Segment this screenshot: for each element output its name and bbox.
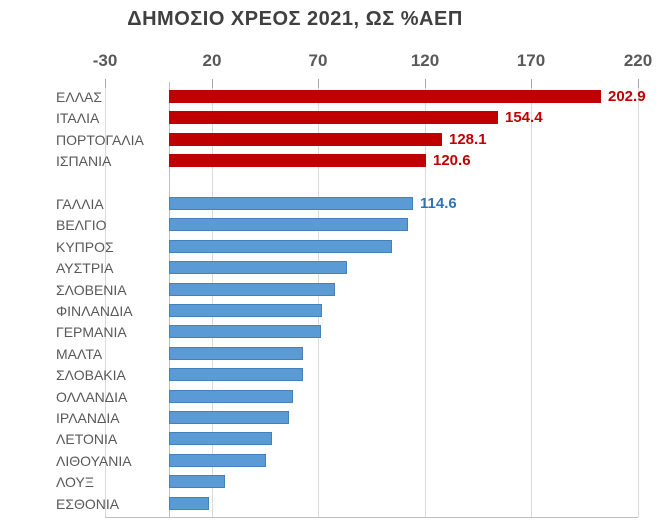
category-label: ΒΕΛΓΙΟ: [56, 216, 107, 233]
bar: [169, 475, 225, 488]
bottom-axis-line: [105, 517, 638, 518]
gridline: [638, 82, 639, 517]
axis-tick-mark: [638, 79, 639, 88]
axis-tick-mark: [105, 79, 106, 88]
axis-tick-mark: [212, 79, 213, 88]
bar: [169, 368, 303, 381]
value-label: 202.9: [608, 87, 646, 105]
bar: [169, 240, 392, 253]
bar: [169, 261, 347, 274]
category-label: ΚΥΠΡΟΣ: [56, 238, 114, 255]
bar: [169, 154, 426, 167]
bar: [169, 90, 601, 103]
category-label: ΦΙΝΛΑΝΔΙΑ: [56, 302, 133, 319]
bar: [169, 133, 442, 146]
x-axis-tick-label: 120: [410, 51, 440, 70]
x-axis-tick-label: 70: [308, 51, 328, 70]
bar: [169, 411, 289, 424]
bar: [169, 283, 335, 296]
category-axis-line: [169, 82, 170, 517]
category-label: ΛΙΘΟΥΑΝΙΑ: [56, 452, 132, 469]
bar: [169, 432, 272, 445]
value-label: 128.1: [449, 130, 487, 148]
value-label: 120.6: [433, 151, 471, 169]
category-label: ΑΥΣΤΡΙΑ: [56, 259, 114, 276]
bar: [169, 325, 321, 338]
category-label: ΓΑΛΛΙΑ: [56, 195, 104, 212]
bar: [169, 218, 408, 231]
gridline: [425, 82, 426, 517]
axis-tick-mark: [425, 79, 426, 88]
bar: [169, 347, 303, 360]
x-axis-tick-label: 170: [516, 51, 546, 70]
category-label: ΛΕΤΟΝΙΑ: [56, 430, 118, 447]
value-label: 154.4: [505, 108, 543, 126]
gridline: [212, 82, 213, 517]
bar: [169, 390, 293, 403]
category-label: ΠΟΡΤΟΓΑΛΙΑ: [56, 131, 144, 148]
bar: [169, 497, 209, 510]
category-label: ΙΤΑΛΙΑ: [56, 109, 100, 126]
category-label: ΜΑΛΤΑ: [56, 345, 103, 362]
axis-tick-mark: [531, 79, 532, 88]
category-label: ΛΟΥΞ: [56, 473, 94, 490]
category-label: ΕΣΘΟΝΙΑ: [56, 495, 120, 512]
category-label: ΕΛΛΑΣ: [56, 88, 103, 105]
category-label: ΟΛΛΑΝΔΙΑ: [56, 388, 128, 405]
x-axis-tick-label: 20: [202, 51, 222, 70]
x-axis-tick-label: -30: [92, 51, 118, 70]
category-label: ΙΣΠΑΝΙΑ: [56, 152, 112, 169]
bar: [169, 454, 266, 467]
category-label: ΣΛΟΒΑΚΙΑ: [56, 366, 126, 383]
gridline: [531, 82, 532, 517]
category-label: ΣΛΟΒΕΝΙΑ: [56, 281, 127, 298]
category-label: ΓΕΡΜΑΝΙΑ: [56, 323, 127, 340]
bar: [169, 197, 413, 210]
x-axis-tick-label: 220: [623, 51, 653, 70]
gridline: [318, 82, 319, 517]
axis-tick-mark: [318, 79, 319, 88]
bar: [169, 304, 322, 317]
bar: [169, 111, 498, 124]
category-label: ΙΡΛΑΝΔΙΑ: [56, 409, 120, 426]
value-label: 114.6: [420, 194, 457, 212]
gridline: [105, 82, 106, 517]
chart-title: ΔΗΜΟΣΙΟ ΧΡΕΟΣ 2021, ΩΣ %ΑΕΠ: [127, 8, 463, 30]
